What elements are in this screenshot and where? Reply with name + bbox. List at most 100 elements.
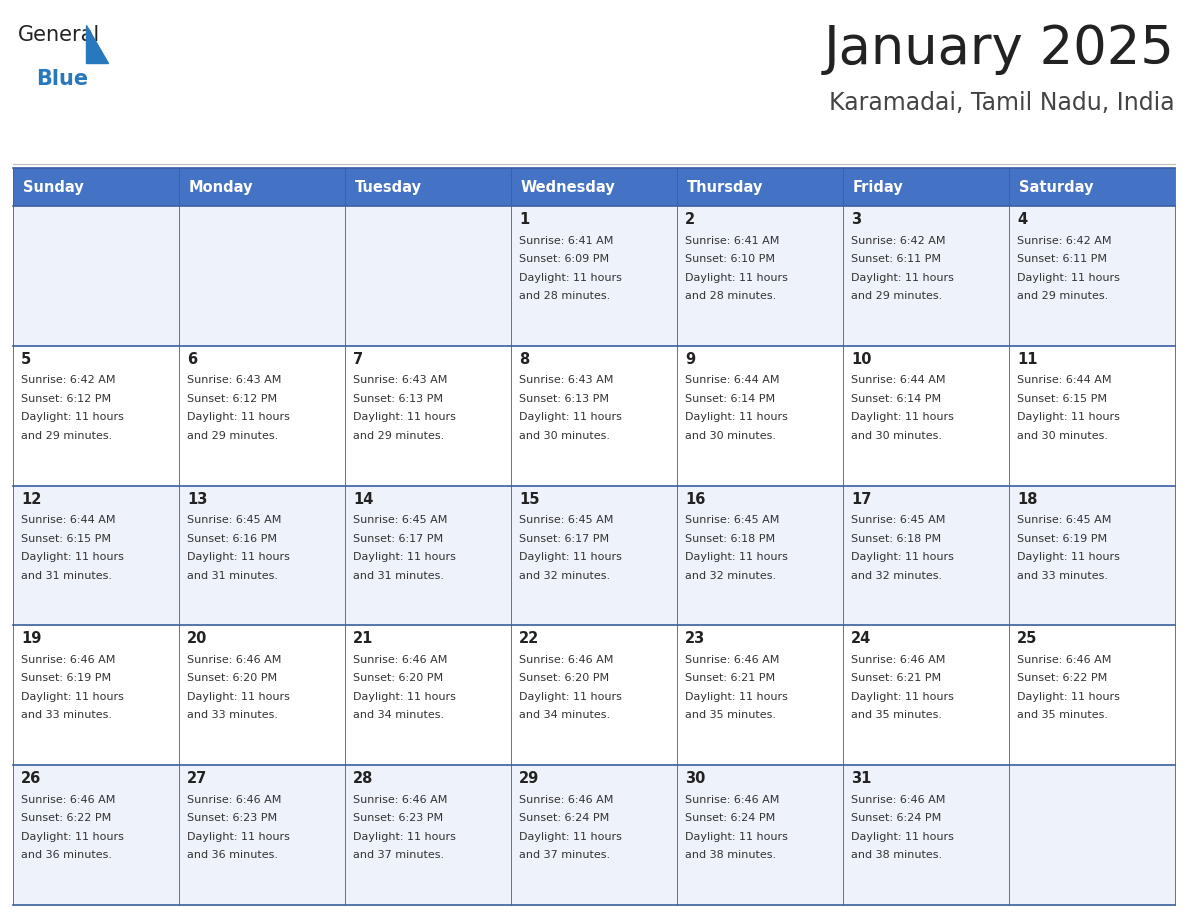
Text: 30: 30 — [685, 771, 706, 786]
Text: Daylight: 11 hours: Daylight: 11 hours — [1017, 273, 1120, 283]
Text: Sunset: 6:23 PM: Sunset: 6:23 PM — [353, 813, 443, 823]
Text: Daylight: 11 hours: Daylight: 11 hours — [353, 552, 456, 562]
Text: and 30 minutes.: and 30 minutes. — [685, 431, 776, 441]
FancyBboxPatch shape — [1009, 625, 1175, 766]
Text: Sunrise: 6:41 AM: Sunrise: 6:41 AM — [519, 236, 613, 245]
Text: 25: 25 — [1017, 632, 1037, 646]
Text: 1: 1 — [519, 212, 529, 227]
Text: Sunday: Sunday — [23, 180, 83, 195]
Text: and 28 minutes.: and 28 minutes. — [685, 291, 776, 301]
FancyBboxPatch shape — [13, 766, 179, 905]
Text: Sunrise: 6:45 AM: Sunrise: 6:45 AM — [353, 515, 448, 525]
Text: Sunset: 6:21 PM: Sunset: 6:21 PM — [851, 674, 941, 683]
FancyBboxPatch shape — [345, 168, 511, 206]
Text: Sunrise: 6:44 AM: Sunrise: 6:44 AM — [21, 515, 115, 525]
Text: Daylight: 11 hours: Daylight: 11 hours — [519, 273, 621, 283]
Text: Sunset: 6:12 PM: Sunset: 6:12 PM — [21, 394, 112, 404]
Text: 5: 5 — [21, 352, 31, 367]
Text: Sunset: 6:15 PM: Sunset: 6:15 PM — [21, 533, 110, 543]
Text: and 34 minutes.: and 34 minutes. — [353, 711, 444, 721]
Text: and 37 minutes.: and 37 minutes. — [519, 850, 611, 860]
Text: and 29 minutes.: and 29 minutes. — [187, 431, 278, 441]
Text: Sunset: 6:22 PM: Sunset: 6:22 PM — [21, 813, 112, 823]
Text: and 33 minutes.: and 33 minutes. — [1017, 571, 1108, 580]
Text: 26: 26 — [21, 771, 42, 786]
Text: Sunset: 6:19 PM: Sunset: 6:19 PM — [21, 674, 112, 683]
Text: Daylight: 11 hours: Daylight: 11 hours — [353, 832, 456, 842]
Text: Sunset: 6:17 PM: Sunset: 6:17 PM — [353, 533, 443, 543]
Text: and 36 minutes.: and 36 minutes. — [187, 850, 278, 860]
Text: Thursday: Thursday — [687, 180, 764, 195]
Text: Sunrise: 6:42 AM: Sunrise: 6:42 AM — [21, 375, 115, 386]
Text: Saturday: Saturday — [1019, 180, 1093, 195]
FancyBboxPatch shape — [1009, 168, 1175, 206]
Text: 28: 28 — [353, 771, 373, 786]
Text: Sunrise: 6:46 AM: Sunrise: 6:46 AM — [21, 655, 115, 665]
Text: Daylight: 11 hours: Daylight: 11 hours — [685, 832, 788, 842]
Text: and 32 minutes.: and 32 minutes. — [519, 571, 611, 580]
Text: Daylight: 11 hours: Daylight: 11 hours — [187, 552, 290, 562]
Text: Sunrise: 6:42 AM: Sunrise: 6:42 AM — [1017, 236, 1112, 245]
Text: 29: 29 — [519, 771, 539, 786]
Text: and 28 minutes.: and 28 minutes. — [519, 291, 611, 301]
Text: Sunrise: 6:46 AM: Sunrise: 6:46 AM — [519, 655, 613, 665]
FancyBboxPatch shape — [345, 625, 511, 766]
Text: Daylight: 11 hours: Daylight: 11 hours — [851, 412, 954, 422]
Text: Sunset: 6:12 PM: Sunset: 6:12 PM — [187, 394, 277, 404]
Text: Sunset: 6:23 PM: Sunset: 6:23 PM — [187, 813, 277, 823]
Text: Sunset: 6:13 PM: Sunset: 6:13 PM — [519, 394, 609, 404]
FancyBboxPatch shape — [179, 168, 345, 206]
FancyBboxPatch shape — [677, 486, 843, 625]
FancyBboxPatch shape — [843, 206, 1009, 346]
Text: 6: 6 — [187, 352, 197, 367]
Text: Daylight: 11 hours: Daylight: 11 hours — [685, 692, 788, 702]
FancyBboxPatch shape — [511, 168, 677, 206]
Text: January 2025: January 2025 — [824, 23, 1175, 75]
Text: Sunrise: 6:45 AM: Sunrise: 6:45 AM — [519, 515, 613, 525]
Text: Sunset: 6:20 PM: Sunset: 6:20 PM — [519, 674, 609, 683]
Text: 4: 4 — [1017, 212, 1028, 227]
Text: Daylight: 11 hours: Daylight: 11 hours — [187, 832, 290, 842]
FancyBboxPatch shape — [677, 625, 843, 766]
Text: and 32 minutes.: and 32 minutes. — [685, 571, 776, 580]
FancyBboxPatch shape — [511, 766, 677, 905]
FancyBboxPatch shape — [843, 168, 1009, 206]
Text: 14: 14 — [353, 492, 373, 507]
FancyBboxPatch shape — [843, 486, 1009, 625]
Text: Sunrise: 6:46 AM: Sunrise: 6:46 AM — [685, 795, 779, 805]
Text: Sunset: 6:24 PM: Sunset: 6:24 PM — [685, 813, 776, 823]
Text: and 38 minutes.: and 38 minutes. — [851, 850, 942, 860]
Text: Karamadai, Tamil Nadu, India: Karamadai, Tamil Nadu, India — [829, 91, 1175, 115]
Text: Daylight: 11 hours: Daylight: 11 hours — [21, 412, 124, 422]
Text: Friday: Friday — [853, 180, 904, 195]
Text: Sunrise: 6:44 AM: Sunrise: 6:44 AM — [851, 375, 946, 386]
Text: Daylight: 11 hours: Daylight: 11 hours — [353, 692, 456, 702]
Text: and 30 minutes.: and 30 minutes. — [519, 431, 609, 441]
Text: 17: 17 — [851, 492, 871, 507]
Text: 7: 7 — [353, 352, 364, 367]
Text: Sunrise: 6:43 AM: Sunrise: 6:43 AM — [519, 375, 613, 386]
Text: Sunrise: 6:46 AM: Sunrise: 6:46 AM — [353, 795, 448, 805]
Text: 31: 31 — [851, 771, 871, 786]
Text: Sunrise: 6:45 AM: Sunrise: 6:45 AM — [1017, 515, 1112, 525]
Text: Sunset: 6:22 PM: Sunset: 6:22 PM — [1017, 674, 1107, 683]
Text: Sunrise: 6:43 AM: Sunrise: 6:43 AM — [187, 375, 282, 386]
Text: Sunrise: 6:46 AM: Sunrise: 6:46 AM — [851, 795, 946, 805]
Text: and 29 minutes.: and 29 minutes. — [851, 291, 942, 301]
Text: Daylight: 11 hours: Daylight: 11 hours — [1017, 412, 1120, 422]
Text: Sunrise: 6:45 AM: Sunrise: 6:45 AM — [187, 515, 282, 525]
FancyBboxPatch shape — [13, 486, 179, 625]
FancyBboxPatch shape — [345, 486, 511, 625]
Text: 15: 15 — [519, 492, 539, 507]
Text: and 37 minutes.: and 37 minutes. — [353, 850, 444, 860]
Text: Sunrise: 6:46 AM: Sunrise: 6:46 AM — [353, 655, 448, 665]
Text: Sunrise: 6:44 AM: Sunrise: 6:44 AM — [1017, 375, 1112, 386]
Text: Sunset: 6:09 PM: Sunset: 6:09 PM — [519, 254, 609, 264]
Text: Sunrise: 6:46 AM: Sunrise: 6:46 AM — [21, 795, 115, 805]
Text: Sunset: 6:18 PM: Sunset: 6:18 PM — [685, 533, 775, 543]
Text: Daylight: 11 hours: Daylight: 11 hours — [519, 692, 621, 702]
Text: 21: 21 — [353, 632, 373, 646]
Text: Sunset: 6:16 PM: Sunset: 6:16 PM — [187, 533, 277, 543]
Text: Sunset: 6:15 PM: Sunset: 6:15 PM — [1017, 394, 1107, 404]
Text: Wednesday: Wednesday — [522, 180, 615, 195]
